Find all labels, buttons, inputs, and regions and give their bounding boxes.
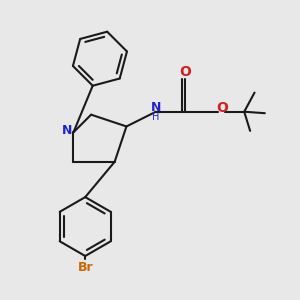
Text: Br: Br xyxy=(77,261,93,274)
Text: O: O xyxy=(179,65,191,79)
Text: O: O xyxy=(216,101,228,115)
Text: N: N xyxy=(151,101,161,114)
Text: H: H xyxy=(152,112,160,122)
Text: N: N xyxy=(62,124,72,137)
